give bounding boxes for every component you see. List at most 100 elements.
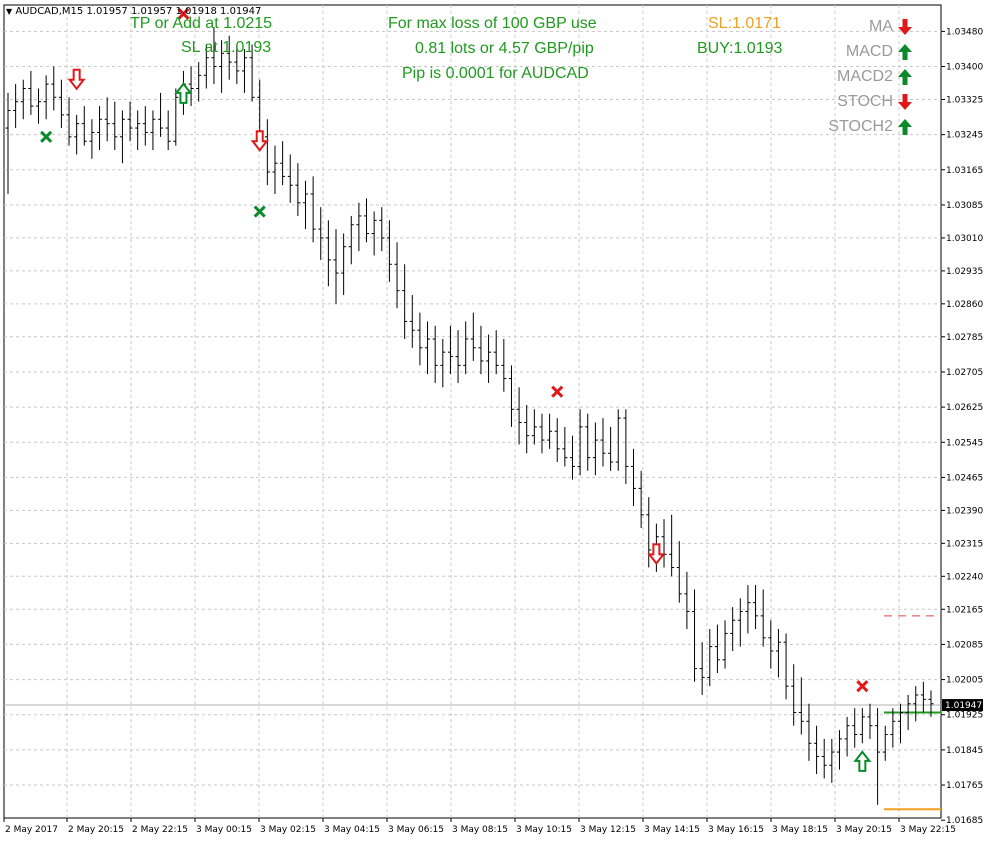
ohlc-bar	[188, 66, 194, 107]
ohlc-bar	[791, 664, 797, 726]
ohlc-bar	[585, 413, 591, 471]
y-tick-label: 1.03010	[946, 234, 983, 244]
x-tick-label: 3 May 18:15	[772, 825, 828, 835]
x-tick-label: 2 May 22:15	[132, 825, 188, 835]
risk-line2: 0.81 lots or 4.57 GBP/pip	[415, 40, 594, 57]
ohlc-bar	[493, 330, 499, 375]
ohlc-bar	[234, 44, 240, 85]
ohlc-bar	[463, 321, 469, 375]
ohlc-bar	[142, 106, 148, 146]
ohlc-bar	[600, 418, 606, 467]
sl-value: SL:1.0171	[708, 15, 781, 32]
ohlc-bar	[669, 514, 675, 577]
x-tick-label: 3 May 14:15	[644, 825, 700, 835]
ohlc-bar	[219, 40, 225, 93]
indicator-label: STOCH2	[828, 118, 893, 135]
ohlc-bar	[165, 110, 171, 151]
ohlc-bar	[249, 44, 255, 102]
ohlc-bar	[928, 690, 934, 717]
ohlc-bar	[295, 163, 301, 216]
y-tick-label: 1.03480	[946, 27, 983, 37]
y-tick-label: 1.02465	[946, 473, 983, 483]
ohlc-bar	[608, 426, 614, 471]
ohlc-bar	[119, 110, 125, 164]
ohlc-bar	[425, 321, 431, 375]
ohlc-bar	[386, 220, 392, 282]
y-tick-label: 1.03245	[946, 131, 983, 141]
arrow-down-signal-icon	[250, 130, 269, 152]
ohlc-bar	[760, 589, 766, 647]
ohlc-bar	[753, 585, 759, 630]
ohlc-bar	[280, 141, 286, 186]
y-tick-label: 1.01765	[946, 781, 983, 791]
triangle-down-icon[interactable]: ▼	[6, 7, 13, 16]
ohlc-bar	[631, 448, 637, 506]
ohlc-bar	[333, 229, 339, 304]
ohlc-bar	[287, 154, 293, 203]
ohlc-bar	[569, 435, 575, 480]
ohlc-bar	[684, 571, 690, 630]
cross-signal-icon	[551, 385, 564, 398]
indicator-stoch2: STOCH2	[828, 118, 913, 136]
ohlc-bar	[394, 242, 400, 309]
ohlc-bar	[302, 180, 308, 230]
ohlc-bar	[875, 708, 881, 805]
ohlc-bar	[51, 66, 57, 111]
ohlc-bar	[623, 409, 629, 485]
plot-frame	[3, 4, 942, 819]
x-tick-label: 3 May 22:15	[900, 825, 956, 835]
x-tick-label: 2 May 20:15	[68, 825, 124, 835]
cross-signal-icon	[856, 680, 869, 693]
indicator-label: MA	[869, 18, 893, 35]
arrow-up-signal-icon	[174, 82, 193, 104]
ohlc-bar	[486, 334, 492, 383]
ohlc-bar	[89, 119, 95, 159]
x-tick-label: 3 May 16:15	[708, 825, 764, 835]
ohlc-bar	[638, 470, 644, 528]
ohlc-bar	[478, 325, 484, 375]
ohlc-bar	[531, 409, 537, 445]
ohlc-bar	[539, 413, 545, 454]
cross-signal-icon	[253, 205, 266, 218]
y-tick-label: 1.02240	[946, 572, 983, 582]
ohlc-bar	[814, 725, 820, 775]
y-tick-label: 1.02165	[946, 605, 983, 615]
y-tick-label: 1.03400	[946, 63, 983, 73]
y-tick-label: 1.01845	[946, 746, 983, 756]
y-tick-label: 1.02935	[946, 267, 983, 277]
indicator-macd2: MACD2	[837, 68, 913, 86]
x-tick-label: 3 May 06:15	[388, 825, 444, 835]
ohlc-bar	[325, 220, 331, 287]
ohlc-bar	[913, 686, 919, 722]
ohlc-bar	[897, 703, 903, 744]
buy-value: BUY:1.0193	[697, 40, 783, 57]
ohlc-bar	[127, 101, 133, 142]
ohlc-bar	[20, 79, 26, 120]
ohlc-bar	[58, 79, 64, 129]
ohlc-bar	[28, 70, 34, 115]
ohlc-bar	[844, 716, 850, 757]
y-tick-label: 1.02005	[946, 676, 983, 686]
current-price-label: 1.01947	[945, 701, 982, 711]
arrow-down-icon	[898, 19, 912, 35]
ohlc-bar	[852, 708, 858, 748]
ohlc-bar	[455, 330, 461, 383]
x-tick-label: 3 May 20:15	[836, 825, 892, 835]
ohlc-bar	[310, 176, 316, 243]
indicator-stoch: STOCH	[837, 93, 913, 111]
ohlc-bar	[516, 387, 522, 445]
ohlc-bar	[364, 198, 370, 243]
ohlc-bar	[508, 365, 514, 427]
ohlc-bar	[432, 325, 438, 383]
ohlc-bar	[867, 703, 873, 739]
ohlc-bar	[707, 629, 713, 687]
ohlc-bar	[775, 629, 781, 678]
ohlc-bar	[722, 620, 728, 669]
ohlc-bar	[66, 97, 72, 146]
ohlc-bar	[341, 233, 347, 296]
ohlc-bar	[524, 404, 530, 454]
arrow-up-icon	[898, 119, 912, 135]
ohlc-bar	[806, 703, 812, 761]
